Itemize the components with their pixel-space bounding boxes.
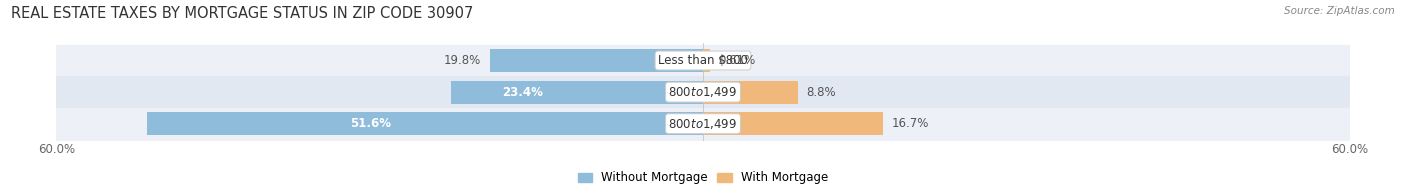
Text: 8.8%: 8.8%	[807, 86, 837, 99]
Bar	[489, 49, 703, 72]
Bar	[56, 108, 1350, 140]
Text: 16.7%: 16.7%	[891, 117, 929, 130]
Text: Less than $800: Less than $800	[658, 54, 748, 67]
Bar	[56, 76, 1350, 108]
Text: 0.61%: 0.61%	[718, 54, 755, 67]
Text: 51.6%: 51.6%	[350, 117, 391, 130]
Bar	[146, 112, 703, 135]
Text: 23.4%: 23.4%	[502, 86, 544, 99]
Bar	[703, 81, 797, 103]
Text: 19.8%: 19.8%	[444, 54, 481, 67]
Bar	[56, 45, 1350, 76]
Bar	[451, 81, 703, 103]
Legend: Without Mortgage, With Mortgage: Without Mortgage, With Mortgage	[574, 167, 832, 189]
Text: Source: ZipAtlas.com: Source: ZipAtlas.com	[1284, 6, 1395, 16]
Text: $800 to $1,499: $800 to $1,499	[668, 117, 738, 131]
Bar	[703, 49, 710, 72]
Bar	[703, 112, 883, 135]
Text: REAL ESTATE TAXES BY MORTGAGE STATUS IN ZIP CODE 30907: REAL ESTATE TAXES BY MORTGAGE STATUS IN …	[11, 6, 474, 21]
Text: $800 to $1,499: $800 to $1,499	[668, 85, 738, 99]
